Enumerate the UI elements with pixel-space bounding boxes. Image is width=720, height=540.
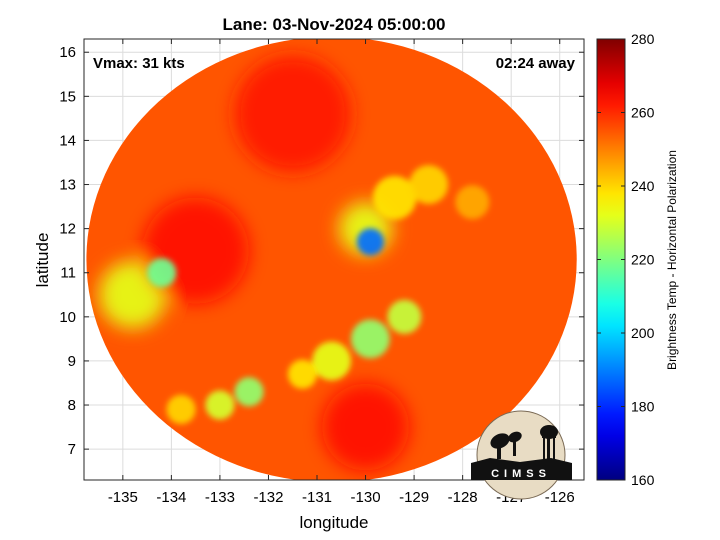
swath-image	[86, 39, 577, 480]
x-tick-label: -135	[108, 489, 138, 506]
x-tick-label: -126	[545, 489, 575, 506]
satellite-dish-icon	[490, 431, 522, 459]
water-tower-icon	[540, 425, 558, 462]
colorbar-tick-label: 160	[631, 472, 655, 488]
colorbar-tick-label: 200	[631, 325, 655, 341]
feature-rainband-4	[287, 359, 318, 389]
logo-text: CIMSS	[491, 468, 551, 480]
y-tick-label: 8	[68, 397, 76, 414]
feature-storm-core	[356, 228, 385, 256]
axes-box	[83, 38, 585, 481]
x-tick-label: -128	[448, 489, 478, 506]
x-tick-label: -133	[205, 489, 235, 506]
y-tick-label: 13	[59, 177, 76, 194]
x-axis-label: longitude	[299, 513, 368, 532]
feature-north-band-1	[372, 175, 417, 220]
feature-west-cell	[147, 258, 177, 288]
chart-title: Lane: 03-Nov-2024 05:00:00	[222, 15, 445, 34]
colorbar-gradient	[596, 38, 626, 481]
x-tick-label: -129	[399, 489, 429, 506]
x-axis-ticks: -135-134-133-132-131-130-129-128-127-126	[108, 39, 575, 506]
y-axis-ticks: 7 8 9 10 11 12 13 14 15 16	[59, 44, 584, 458]
feature-south-cell-3	[166, 394, 196, 425]
feature-dry-south	[321, 383, 410, 471]
colorbar-tick-label: 180	[631, 399, 655, 415]
x-tick-label: -131	[302, 489, 332, 506]
x-tick-label: -130	[351, 489, 381, 506]
feature-rainband-2	[350, 319, 390, 359]
feature-rainband-3	[312, 341, 351, 381]
y-axis-label: latitude	[33, 233, 52, 288]
y-tick-label: 7	[68, 441, 76, 458]
colorbar-ticks: 160 180 200 220 240 260 280	[597, 31, 655, 488]
feature-south-cell-2	[205, 390, 235, 420]
colorbar-tick-label: 220	[631, 252, 655, 268]
feature-south-cell-1	[234, 377, 264, 407]
y-tick-label: 10	[59, 309, 76, 326]
feature-rainband-1	[387, 299, 422, 334]
vmax-annotation: Vmax: 31 kts	[93, 55, 185, 72]
time-away-annotation: 02:24 away	[496, 55, 576, 72]
y-tick-label: 9	[68, 353, 76, 370]
y-tick-label: 14	[59, 132, 76, 149]
x-tick-label: -134	[156, 489, 186, 506]
cimss-logo: CIMSS	[471, 410, 572, 500]
feature-north-band-3	[455, 185, 490, 220]
colorbar-tick-label: 280	[631, 31, 655, 47]
x-tick-label: -132	[253, 489, 283, 506]
y-tick-label: 15	[59, 88, 76, 105]
colorbar-tick-label: 240	[631, 178, 655, 194]
feature-dry-west	[142, 197, 250, 305]
colorbar: 160 180 200 220 240 260 280 Brightness Temp - …	[596, 31, 679, 488]
y-tick-label: 11	[60, 265, 76, 282]
colorbar-label: Brightness Temp - Horizontal Polarizatio…	[665, 150, 679, 370]
y-tick-label: 16	[59, 44, 76, 61]
feature-dry-north	[234, 55, 351, 173]
colorbar-tick-label: 260	[631, 105, 655, 121]
swath-background	[86, 39, 577, 480]
feature-north-band-2	[409, 165, 449, 204]
y-tick-label: 12	[59, 221, 76, 238]
